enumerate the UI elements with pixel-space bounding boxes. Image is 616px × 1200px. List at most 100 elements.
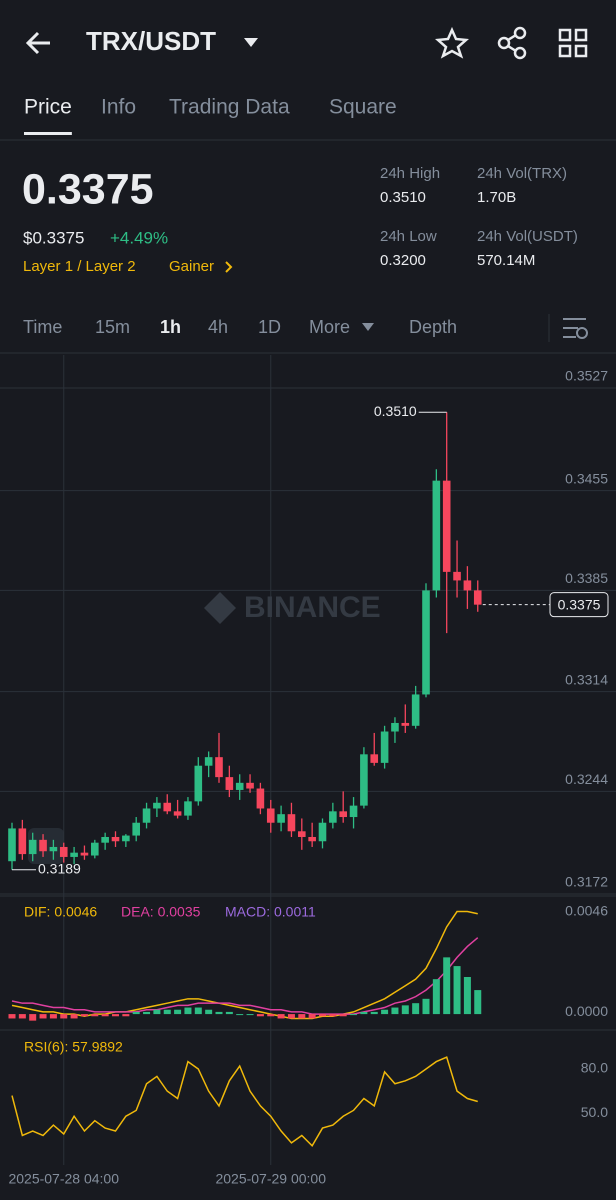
macd-bar <box>18 1014 26 1019</box>
macd-bar <box>287 1014 295 1019</box>
candle-body <box>163 802 172 812</box>
candle-body <box>463 580 472 591</box>
candle-body <box>432 480 441 591</box>
interval[interactable]: 15m <box>95 317 130 337</box>
macd-bar <box>381 1009 389 1015</box>
macd-bar <box>443 957 451 1015</box>
watermark: BINANCE <box>244 591 381 624</box>
macd-bar <box>453 966 461 1015</box>
macd-bar <box>319 1014 326 1017</box>
candle-body <box>8 828 16 862</box>
tab-bar: Price Info Trading Data Square <box>24 96 397 135</box>
candle-body <box>101 836 109 843</box>
more-dropdown <box>362 323 374 331</box>
macd-line <box>11 910 478 1020</box>
macd-bar <box>8 1014 16 1019</box>
candle-body <box>173 811 182 816</box>
candle-body <box>70 852 78 857</box>
candle-body <box>391 722 399 732</box>
tab[interactable]: Trading Data <box>169 96 290 119</box>
price-change: +4.49% <box>110 228 168 247</box>
legend-entry: DEA: 0.0035 <box>121 904 201 920</box>
chart-area: 2025-07-28 04:00 2025-07-29 00:00 0.3172 0.… <box>0 355 616 1187</box>
candle-body <box>380 731 389 763</box>
tag[interactable]: Layer 1 / Layer 2 <box>23 258 136 275</box>
y-tick-label: 0.3527 <box>565 368 608 384</box>
stat-value: 1.70B <box>477 189 516 206</box>
tag[interactable]: Gainer <box>169 258 214 275</box>
candle-body <box>59 846 68 857</box>
favorite-button[interactable] <box>435 26 469 59</box>
candle-body <box>204 757 213 766</box>
y-tick-label: 0.3455 <box>565 470 608 486</box>
macd-bar <box>308 1014 316 1019</box>
candle-body <box>401 722 410 726</box>
candle-body <box>153 802 161 809</box>
candle-body <box>28 839 37 855</box>
macd-bar <box>60 1014 68 1019</box>
tab-underline <box>24 132 72 135</box>
tab[interactable]: Info <box>101 96 136 119</box>
back-button[interactable] <box>25 31 50 55</box>
candle-body <box>39 839 47 852</box>
stat-value: 0.3510 <box>380 189 426 206</box>
candle-body <box>256 788 265 809</box>
candle-body <box>422 590 430 695</box>
y-tick-label: 80.0 <box>581 1060 608 1076</box>
macd-bar <box>174 1009 182 1015</box>
watermark-logo <box>204 592 236 624</box>
macd-bar <box>474 990 482 1015</box>
candle-body <box>246 782 254 789</box>
macd-bar <box>432 979 440 1015</box>
menu-button[interactable] <box>558 28 588 58</box>
interval[interactable]: 4h <box>208 317 228 337</box>
interval[interactable]: Time <box>23 317 62 337</box>
chart-settings-button[interactable] <box>563 318 588 339</box>
candle-body <box>329 811 337 823</box>
stat-value: 0.3200 <box>380 252 426 269</box>
rsi-line <box>11 1056 478 1148</box>
candle-body <box>194 765 203 802</box>
interval[interactable]: 1h <box>160 317 181 337</box>
candle-body <box>360 754 368 806</box>
candle-body <box>122 835 130 842</box>
macd-bar <box>29 1014 37 1021</box>
interval-bar: Time 15m 1h 4h 1D More Depth <box>23 317 457 337</box>
candle-body <box>132 822 140 836</box>
tab[interactable]: Square <box>329 96 397 119</box>
share-button[interactable] <box>497 26 527 60</box>
interval[interactable]: 1D <box>258 317 281 337</box>
candle-body <box>111 836 120 842</box>
macd-bar <box>350 1014 358 1016</box>
macd-bar <box>370 1011 378 1015</box>
pair-title[interactable]: TRX/USDT <box>86 26 216 56</box>
x-tick-label: 2025-07-29 00:00 <box>215 1171 326 1187</box>
y-tick-label: 0.3244 <box>565 771 608 787</box>
macd-bar <box>184 1007 192 1015</box>
interval[interactable]: Depth <box>409 317 457 337</box>
pair-dropdown[interactable] <box>244 38 258 47</box>
candle-body <box>277 814 285 823</box>
y-tick-label: 0.3314 <box>565 671 608 687</box>
usd-price: $0.3375 <box>23 228 84 247</box>
macd-bar <box>225 1011 233 1015</box>
annotation-label: 0.3510 <box>374 403 417 419</box>
candle-body <box>442 480 451 572</box>
macd-bar <box>80 1014 88 1017</box>
macd-bar <box>267 1014 275 1017</box>
macd-bar <box>163 1009 171 1015</box>
candle-body <box>287 814 296 832</box>
macd-bar <box>143 1011 151 1015</box>
annotation-label: 0.3189 <box>38 860 81 876</box>
stat-label: 24h High <box>380 165 440 182</box>
legend-entry: MACD: 0.0011 <box>225 904 316 920</box>
candle-body <box>49 846 58 852</box>
interval[interactable]: More <box>309 317 350 337</box>
last-price-label: 0.3375 <box>558 596 601 612</box>
candle-body <box>298 831 306 837</box>
legend-entry: RSI(6): 57.9892 <box>24 1039 123 1055</box>
tab[interactable]: Price <box>24 96 72 119</box>
y-tick-label: 0.3385 <box>565 570 608 586</box>
